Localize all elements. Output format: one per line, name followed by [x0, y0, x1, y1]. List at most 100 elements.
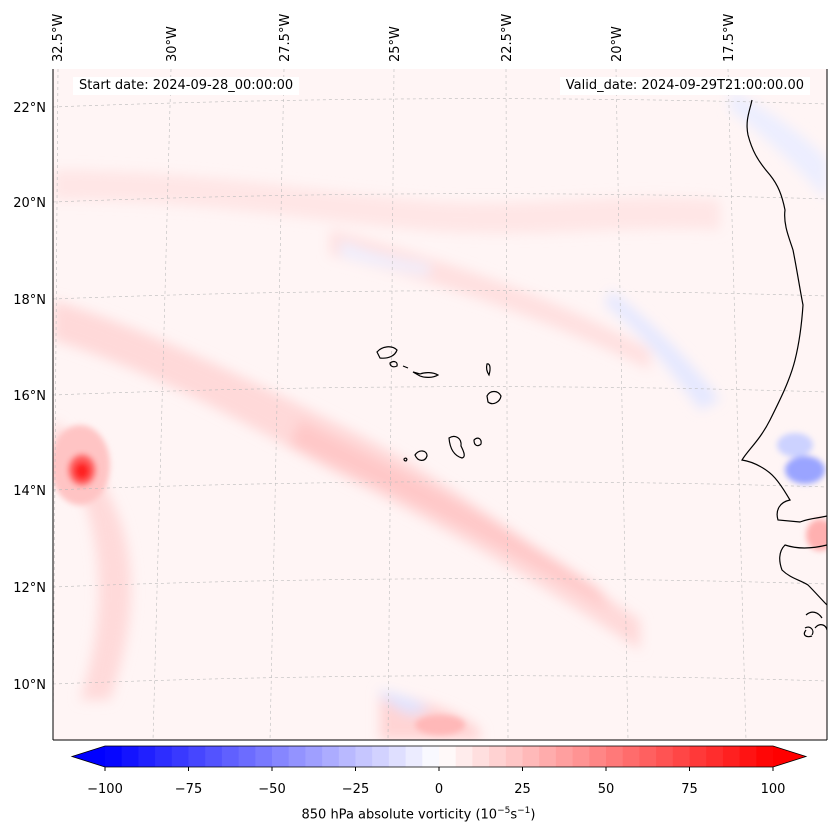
start-date-label: Start date: 2024-09-28_00:00:00 — [73, 77, 300, 95]
meridian — [269, 69, 285, 740]
colorbar-segment — [138, 746, 156, 767]
meridian — [615, 69, 629, 740]
island-boa-vista — [486, 390, 502, 405]
colorbar-segment — [155, 746, 173, 767]
island-sal — [486, 363, 491, 377]
colorbar-segment — [539, 746, 557, 767]
colorbar-segment — [455, 746, 473, 767]
latitude-labels: 22°N 20°N 18°N 16°N 14°N 12°N 10°N — [13, 101, 46, 693]
colorbar-segment — [706, 746, 724, 767]
vorticity-band — [53, 300, 640, 650]
colorbar-tick-label: 25 — [514, 782, 531, 797]
longitude-labels: 32.5°W 30°W 27.5°W 25°W 22.5°W 20°W 17.5°W — [51, 14, 737, 62]
colorbar-tick-label: −50 — [258, 782, 285, 797]
colorbar-segment — [355, 746, 373, 767]
colorbar-ticks: −100 −75 −50 −25 0 25 50 75 100 — [87, 767, 785, 797]
colorbar-segment — [522, 746, 540, 767]
african-coastline — [779, 544, 827, 606]
latitude-label: 22°N — [13, 101, 46, 116]
colorbar-extend-high — [773, 746, 806, 767]
meridian — [387, 69, 395, 740]
island-fogo — [414, 450, 428, 461]
colorbar-segment — [722, 746, 741, 767]
longitude-label: 30°W — [165, 26, 180, 62]
colorbar-extend-low — [72, 746, 105, 767]
colorbar-segment — [322, 746, 340, 767]
colorbar-segment — [171, 746, 190, 767]
colorbar-segment — [555, 746, 574, 767]
meridian — [727, 69, 747, 740]
meridian — [53, 69, 59, 740]
colorbar-tick-label: 50 — [598, 782, 615, 797]
vorticity-band — [53, 420, 131, 700]
colorbar-segment — [572, 746, 590, 767]
colorbar-label-end: ) — [530, 807, 536, 823]
colorbar-segment — [238, 746, 256, 767]
colorbar-segment — [338, 746, 357, 767]
colorbar-label: 850 hPa absolute vorticity (10−5s−1) — [0, 806, 837, 822]
island-maio — [473, 437, 482, 447]
meridian — [505, 69, 509, 740]
colorbar-segment — [639, 746, 657, 767]
island-sao-vicente — [389, 360, 398, 368]
colorbar-segment — [422, 746, 440, 767]
colorbar-label-mid: s — [510, 807, 518, 823]
negative-vorticity-region — [730, 90, 827, 200]
parallel — [53, 481, 827, 491]
island-brava — [403, 457, 408, 462]
latitude-label: 10°N — [13, 678, 46, 693]
colorbar-segment — [739, 746, 757, 767]
colorbar-segment — [405, 746, 423, 767]
colorbar-segment — [439, 746, 457, 767]
island-santiago — [448, 435, 465, 459]
colorbar-tick-label: −100 — [87, 782, 123, 797]
colorbar-segment — [689, 746, 707, 767]
colorbar-segment — [589, 746, 607, 767]
colorbar-segment — [205, 746, 223, 767]
colorbar-label-exp2: −1 — [517, 806, 531, 816]
meridian — [152, 69, 172, 740]
longitude-label: 22.5°W — [500, 14, 515, 62]
colorbar-tick-label: −75 — [175, 782, 202, 797]
island-santo-antao — [376, 346, 398, 359]
colorbar-tick-label: 100 — [761, 782, 786, 797]
vorticity-maximum-center — [74, 462, 90, 480]
colorbar-segment — [489, 746, 507, 767]
colorbar-segment — [121, 746, 139, 767]
african-coastline — [803, 611, 827, 638]
colorbar-segment — [221, 746, 240, 767]
longitude-label: 25°W — [388, 26, 403, 62]
latitude-label: 14°N — [13, 484, 46, 499]
colorbar-segment — [372, 746, 390, 767]
colorbar-segment — [505, 746, 524, 767]
longitude-label: 32.5°W — [51, 14, 66, 62]
parallel — [53, 578, 827, 588]
cape-verde-islands — [376, 346, 502, 462]
longitude-label: 27.5°W — [278, 14, 293, 62]
colorbar — [70, 745, 808, 768]
colorbar-segment — [105, 746, 123, 767]
parallel — [53, 675, 827, 685]
vorticity-field — [53, 90, 827, 740]
colorbar-segment — [305, 746, 323, 767]
colorbar-segment — [255, 746, 273, 767]
gridlines — [53, 69, 827, 740]
colorbar-segment — [756, 746, 774, 767]
parallel — [53, 98, 827, 108]
vorticity-band — [290, 420, 610, 610]
coastline — [741, 99, 827, 638]
latitude-label: 18°N — [13, 293, 46, 308]
colorbar-segment — [606, 746, 624, 767]
colorbar-label-text: 850 hPa absolute vorticity (10 — [301, 807, 498, 823]
negative-vorticity-region — [380, 690, 430, 715]
latitude-label: 16°N — [13, 389, 46, 404]
colorbar-label-exp1: −5 — [497, 806, 511, 816]
african-coastline — [741, 99, 827, 523]
parallel — [53, 290, 827, 300]
colorbar-segment — [388, 746, 407, 767]
island-santa-luzia — [402, 365, 409, 369]
colorbar-segment — [672, 746, 691, 767]
vorticity-maximum — [415, 715, 465, 735]
negative-vorticity-region — [340, 240, 430, 275]
